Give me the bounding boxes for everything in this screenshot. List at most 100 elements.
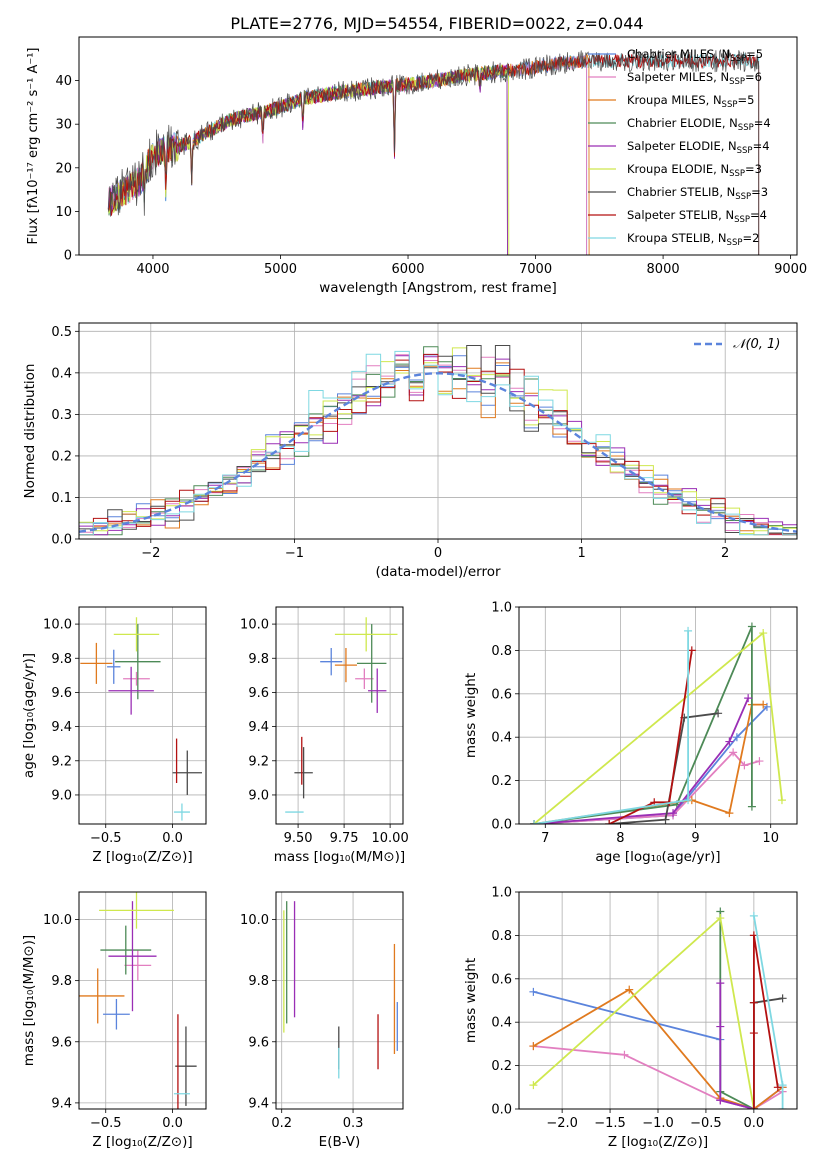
residuals-ytick-label-4: 0.4 — [51, 366, 72, 381]
weight-vs-Z-ytick-label-4: 0.8 — [491, 929, 512, 944]
spectrum-xtick-label-3: 7000 — [519, 262, 552, 277]
age-vs-mass-xlabel: mass [log₁₀(M/M⊙)] — [274, 849, 405, 865]
age-vs-Z-ylabel: age [log₁₀(age/yr)] — [21, 653, 37, 778]
spectrum-legend-sub-7: SSP — [734, 215, 750, 225]
weight-vs-age-frame — [518, 606, 798, 825]
weight-vs-age-marker-8-0 — [530, 820, 539, 824]
age-vs-Z-xtick-label-1: 0.0 — [162, 831, 183, 846]
weight-vs-Z-marker-7-4 — [773, 1083, 782, 1092]
age-vs-Z-ytick-label-4: 9.8 — [51, 652, 72, 667]
spectrum-legend-sub-3: SSP — [738, 123, 754, 133]
spectrum-legend-label-6: Chabrier STELIB, NSSP=3 — [627, 185, 768, 202]
residuals-hist-8 — [79, 350, 797, 539]
residuals-ytick-label-2: 0.2 — [51, 449, 72, 464]
spectrum-ytick-label-3: 30 — [55, 118, 72, 133]
mass-vs-Z-ytick-label-1: 9.6 — [51, 1035, 72, 1050]
residuals-xtick-label-4: 2 — [721, 546, 729, 561]
mass-vs-EBV-xtick-label-1: 0.3 — [343, 1116, 364, 1131]
age-vs-mass-ytick-label-3: 9.6 — [248, 686, 269, 701]
weight-vs-Z-series-8 — [753, 915, 784, 1109]
weight-vs-age-marker-7-0 — [605, 820, 614, 824]
residuals-xtick-label-3: 1 — [577, 546, 585, 561]
residuals-ytick-label-1: 0.1 — [51, 491, 72, 506]
age-vs-Z-ytick-label-5: 10.0 — [43, 618, 72, 633]
weight-vs-age-xtick-label-2: 9 — [691, 831, 699, 846]
mass-vs-Z-points — [79, 892, 197, 1109]
weight-vs-age-ytick-label-0: 0.0 — [491, 818, 512, 833]
weight-vs-Z-xtick-label-4: 0.0 — [744, 1116, 765, 1131]
spectrum-legend-name-2: Kroupa MILES, N — [627, 93, 722, 107]
weight-vs-age-xlabel: age [log₁₀(age/yr)] — [595, 849, 720, 865]
weight-vs-Z-marker-7-0 — [749, 1105, 758, 1109]
weight-vs-age-marker-1-2 — [729, 748, 738, 757]
spectrum-legend-label-7: Salpeter STELIB, NSSP=4 — [627, 208, 767, 225]
weight-vs-Z-xlabel: Z [log₁₀(Z/Z⊙)] — [608, 1134, 708, 1150]
age-vs-mass-ytick-label-2: 9.4 — [248, 720, 269, 735]
spectrum-legend-suffix-4: =4 — [753, 139, 770, 153]
weight-vs-age-ylabel: mass weight — [463, 673, 479, 758]
weight-vs-Z-xtick-label-3: −0.5 — [690, 1116, 722, 1131]
weight-vs-age-ytick-label-3: 0.6 — [491, 687, 512, 702]
weight-vs-age-marker-5-1 — [759, 629, 768, 638]
spectrum-legend-suffix-1: =6 — [745, 70, 762, 84]
age-vs-Z-ytick-label-1: 9.2 — [51, 754, 72, 769]
spectrum-legend-suffix-2: =5 — [737, 93, 754, 107]
spectrum-xtick-label-2: 6000 — [391, 262, 424, 277]
age-vs-mass-ytick-label-5: 10.0 — [240, 618, 269, 633]
age-vs-Z-points — [80, 617, 202, 821]
weight-vs-age-marker-7-3 — [687, 646, 696, 655]
weight-vs-age-marker-8-1 — [684, 796, 693, 805]
weight-vs-Z-marker-4-1 — [716, 1022, 725, 1031]
mass-vs-EBV-ytick-label-0: 9.4 — [248, 1096, 269, 1111]
weight-vs-age-series-7 — [608, 650, 693, 824]
mass-vs-EBV-ytick-label-3: 10.0 — [240, 913, 269, 928]
residuals-panel: −2 −1 0 1 2 0.0 0.1 0.2 0.3 0.4 0.5 (data-model)/er… — [22, 322, 798, 580]
mass-vs-EBV-xlabel: E(B-V) — [319, 1134, 361, 1150]
mass-vs-Z-ytick-label-0: 9.4 — [51, 1096, 72, 1111]
residuals-ylabel: Normed distribution — [22, 364, 38, 499]
spectrum-legend-suffix-6: =3 — [751, 185, 768, 199]
spectrum-xlabel: wavelength [Angstrom, rest frame] — [319, 280, 557, 296]
weight-vs-age-marker-2-4 — [759, 700, 768, 709]
weight-vs-Z-marker-7-2 — [749, 998, 758, 1007]
residuals-ytick-label-3: 0.3 — [51, 408, 72, 423]
spectrum-legend-name-4: Salpeter ELODIE, N — [627, 139, 737, 153]
residuals-frame — [78, 322, 798, 540]
age-vs-Z-ytick-label-0: 9.0 — [51, 788, 72, 803]
mass-vs-EBV-frame — [275, 891, 404, 1110]
spectrum-xtick-label-4: 8000 — [647, 262, 680, 277]
spectrum-legend-label-1: Salpeter MILES, NSSP=6 — [627, 70, 762, 87]
weight-vs-Z-marker-7-1 — [749, 1029, 758, 1038]
mass-vs-Z-ytick-label-2: 9.8 — [51, 974, 72, 989]
spectrum-panel: 4000 5000 6000 7000 8000 9000 0 10 20 30 40 wavelen… — [26, 36, 807, 296]
residuals-ytick-label-0: 0.0 — [51, 533, 72, 548]
weight-vs-Z-ylabel: mass weight — [463, 958, 479, 1043]
weight-vs-Z-xtick-label-1: −1.5 — [594, 1116, 626, 1131]
weight-vs-Z-marker-8-0 — [749, 911, 758, 920]
age-vs-Z-xtick-label-0: −0.5 — [90, 831, 122, 846]
spectrum-legend-suffix-0: =5 — [746, 47, 763, 61]
spectrum-xtick-label-5: 9000 — [774, 262, 807, 277]
weight-vs-Z-marker-8-2 — [778, 1105, 787, 1109]
weight-vs-age-ytick-label-5: 1.0 — [491, 601, 512, 616]
weight-vs-Z-series-6 — [753, 997, 783, 1109]
weight-vs-age-xtick-label-1: 8 — [616, 831, 624, 846]
age-vs-mass-ytick-label-4: 9.8 — [248, 652, 269, 667]
spectrum-legend-suffix-5: =3 — [745, 162, 762, 176]
spectrum-legend-suffix-3: =4 — [754, 116, 771, 130]
spectrum-ytick-label-0: 0 — [64, 249, 72, 264]
age-vs-Z-panel: −0.5 0.0 9.0 9.2 9.4 9.6 9.8 10.0 Z [log₁₀(Z/Z⊙)… — [21, 606, 207, 865]
mass-vs-EBV-ytick-label-2: 9.8 — [248, 974, 269, 989]
spectrum-legend-sub-5: SSP — [729, 169, 745, 179]
age-vs-mass-xtick-label-0: 9.50 — [284, 831, 313, 846]
mass-vs-Z-xtick-label-1: 0.0 — [162, 1116, 183, 1131]
age-vs-Z-frame — [78, 606, 207, 825]
spectrum-legend-label-0: Chabrier MILES, NSSP=5 — [627, 47, 763, 64]
spectrum-legend-sub-0: SSP — [730, 54, 746, 64]
weight-vs-age-marker-6-1 — [661, 815, 670, 824]
spectrum-legend-sub-2: SSP — [722, 100, 738, 110]
residuals-xtick-label-2: 0 — [434, 546, 442, 561]
weight-vs-age-series-3 — [533, 626, 753, 824]
spectrum-frame — [78, 36, 798, 256]
weight-vs-age-xtick-label-3: 10 — [762, 831, 779, 846]
